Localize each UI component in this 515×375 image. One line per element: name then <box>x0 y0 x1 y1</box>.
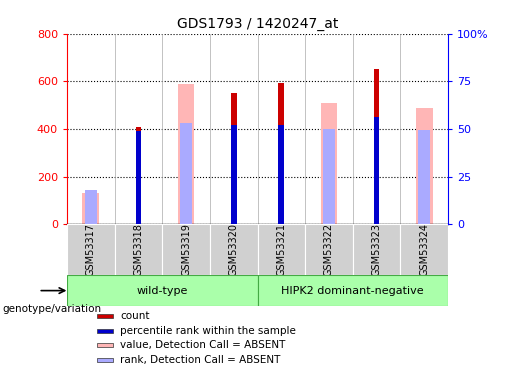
Bar <box>97 343 113 347</box>
Bar <box>114 224 162 275</box>
Bar <box>258 275 448 306</box>
Title: GDS1793 / 1420247_at: GDS1793 / 1420247_at <box>177 17 338 32</box>
Bar <box>401 224 448 275</box>
Bar <box>416 108 433 224</box>
Bar <box>353 224 401 275</box>
Bar <box>258 224 305 275</box>
Bar <box>97 314 113 318</box>
Bar <box>374 117 380 224</box>
Bar <box>67 224 115 275</box>
Text: GSM53321: GSM53321 <box>277 223 286 276</box>
Bar <box>323 129 335 224</box>
Text: percentile rank within the sample: percentile rank within the sample <box>121 326 296 336</box>
Bar <box>305 224 353 275</box>
Text: GSM53324: GSM53324 <box>419 223 429 276</box>
Text: GSM53319: GSM53319 <box>181 224 191 276</box>
Bar <box>374 69 380 224</box>
Text: GSM53323: GSM53323 <box>372 223 382 276</box>
Bar <box>279 82 284 224</box>
Text: wild-type: wild-type <box>136 286 188 296</box>
Bar <box>321 103 337 224</box>
Bar <box>135 131 141 224</box>
Text: genotype/variation: genotype/variation <box>3 304 101 314</box>
Text: GSM53320: GSM53320 <box>229 223 238 276</box>
Bar <box>279 125 284 224</box>
Text: GSM53318: GSM53318 <box>133 224 143 276</box>
Bar <box>180 123 192 224</box>
Text: value, Detection Call = ABSENT: value, Detection Call = ABSENT <box>121 340 286 350</box>
Bar <box>67 275 258 306</box>
Bar <box>135 127 141 224</box>
Bar <box>178 84 194 224</box>
Bar <box>162 224 210 275</box>
Text: HIPK2 dominant-negative: HIPK2 dominant-negative <box>282 286 424 296</box>
Text: GSM53322: GSM53322 <box>324 223 334 276</box>
Text: GSM53317: GSM53317 <box>86 223 96 276</box>
Text: rank, Detection Call = ABSENT: rank, Detection Call = ABSENT <box>121 355 281 365</box>
Bar <box>85 190 97 224</box>
Bar <box>210 224 258 275</box>
Bar <box>97 329 113 333</box>
Text: count: count <box>121 311 150 321</box>
Bar <box>97 358 113 362</box>
Bar <box>231 125 236 224</box>
Bar <box>231 93 236 224</box>
Bar <box>82 193 99 224</box>
Bar <box>418 130 430 224</box>
